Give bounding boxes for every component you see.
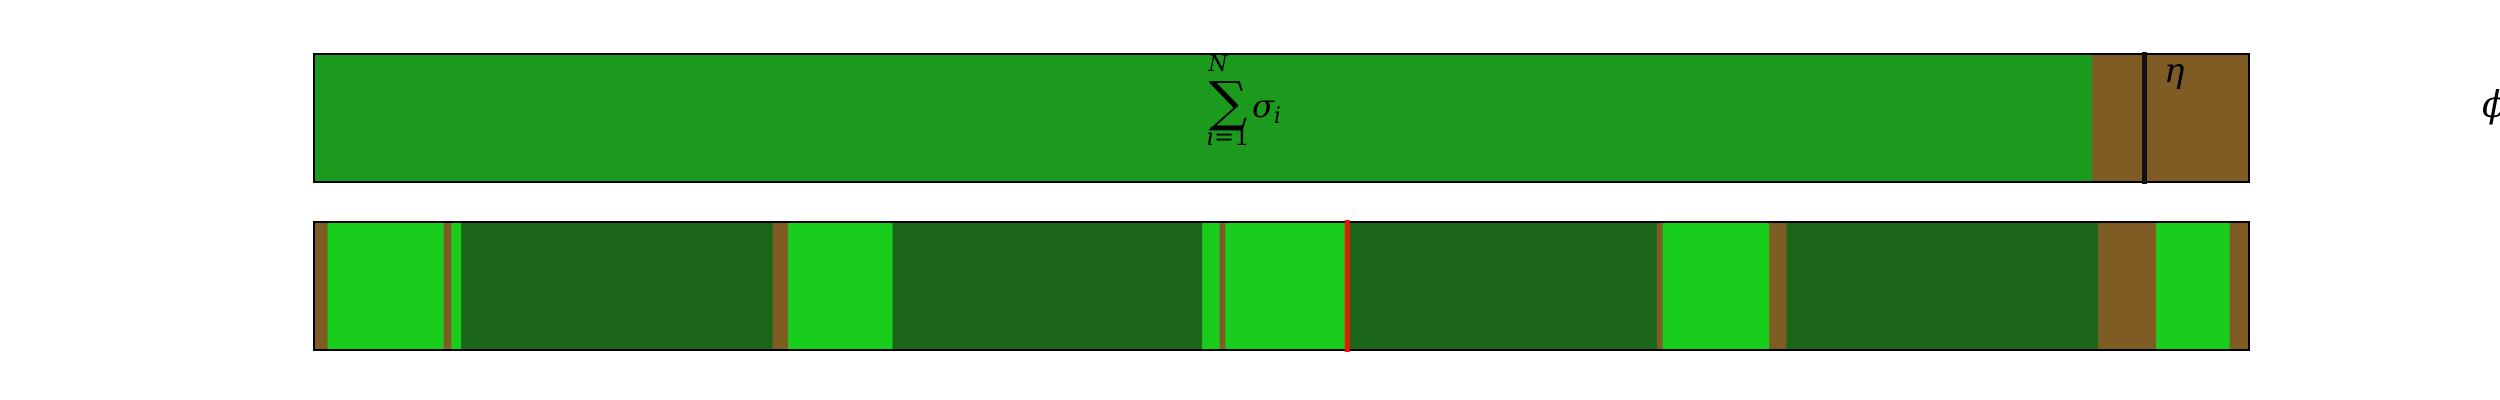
sum-term: σi: [1252, 87, 1281, 129]
top-bar-border: [313, 53, 2250, 183]
bottom-bar-segment-dark-green: [1786, 222, 2099, 350]
bottom-bar-segment-brown: [2098, 222, 2157, 350]
bottom-bar-segment-light-green: [451, 222, 462, 350]
sum-upper-limit: N: [1207, 52, 1228, 77]
bottom-bar-segment-brown: [772, 222, 789, 350]
sum-symbol: ∑: [1209, 70, 1248, 133]
top-bar-segment-green: [314, 54, 2093, 182]
top-bar-segment-brown: [2092, 54, 2250, 182]
bottom-bar-segment-brown: [1656, 222, 1664, 350]
bottom-bar: [313, 220, 2250, 352]
sum-term-sub: i: [1274, 104, 1281, 129]
bottom-bar-segment-dark-green: [1347, 222, 1658, 350]
sum-lower-val: 1: [1234, 123, 1249, 151]
bottom-bar-segments: [314, 222, 2250, 350]
bottom-bar-segment-brown: [1219, 222, 1226, 350]
bottom-bar-segment-dark-green: [461, 222, 774, 350]
bottom-bar-segment-light-green: [327, 222, 445, 350]
bottom-bar-segment-brown: [2229, 222, 2250, 350]
bottom-bar-segment-brown: [314, 222, 329, 350]
bottom-bar-segment-dark-green: [892, 222, 1203, 350]
eta-label: η: [2164, 51, 2185, 91]
bottom-bar-segment-light-green: [2156, 222, 2231, 350]
bottom-bar-segment-light-green: [1225, 222, 1348, 350]
bottom-bar-segment-light-green: [788, 222, 894, 350]
bottom-bar-segment-light-green: [1662, 222, 1770, 350]
top-bar: [313, 52, 2250, 184]
sum-lower-limit: i=1: [1206, 123, 1249, 151]
bottom-bar-border: [313, 221, 2250, 351]
bottom-bar-segment-light-green: [1202, 222, 1221, 350]
phi-label: ϕ: [2482, 85, 2500, 126]
sum-lower-var: i: [1206, 123, 1214, 151]
sum-lower-eq: =: [1214, 123, 1234, 151]
bottom-bar-segment-brown: [443, 222, 452, 350]
sum-term-base: σ: [1252, 87, 1275, 125]
summation-label: N ∑ i=1 σi: [1206, 52, 1280, 151]
bottom-bar-segment-brown: [1769, 222, 1788, 350]
top-bar-segments: [314, 54, 2250, 182]
